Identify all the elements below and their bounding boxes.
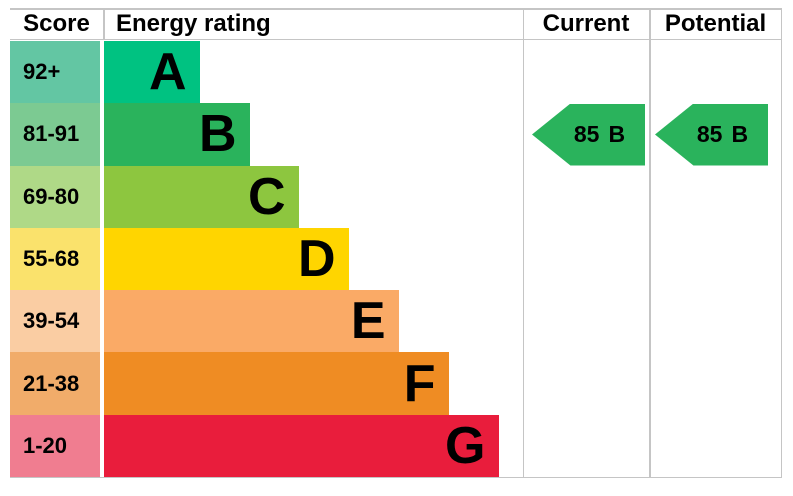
current-column-divider bbox=[522, 8, 525, 478]
band-letter: F bbox=[403, 354, 436, 413]
header-energy-rating: Energy rating bbox=[116, 9, 271, 37]
band-letter: B bbox=[198, 105, 237, 164]
band-letter: C bbox=[247, 167, 286, 226]
band-row-f: 21-38 F bbox=[10, 352, 782, 415]
header-potential: Potential bbox=[664, 9, 767, 37]
band-bar: C bbox=[103, 165, 299, 228]
band-bar: E bbox=[103, 290, 399, 353]
current-score-value: 85 bbox=[573, 121, 600, 147]
current-band-letter: B bbox=[608, 121, 626, 147]
header-current: Current bbox=[542, 9, 630, 37]
band-letter: G bbox=[445, 416, 486, 475]
table-bottom-border bbox=[10, 476, 782, 479]
band-bar: D bbox=[103, 227, 349, 291]
band-letter: D bbox=[297, 230, 336, 289]
band-score-range: 81-91 bbox=[10, 103, 100, 166]
potential-score-value: 85 bbox=[696, 121, 723, 147]
header-bottom-border bbox=[10, 38, 782, 41]
band-row-d: 55-68 D bbox=[10, 227, 782, 291]
potential-column-divider bbox=[649, 8, 651, 478]
score-column-divider bbox=[103, 8, 105, 39]
band-score-range: 55-68 bbox=[10, 227, 100, 291]
table-top-border bbox=[10, 8, 782, 10]
band-score-range: 39-54 bbox=[10, 290, 100, 353]
band-score-range: 1-20 bbox=[10, 414, 100, 478]
band-bar: B bbox=[103, 103, 250, 166]
band-letter: A bbox=[148, 43, 187, 102]
band-row-g: 1-20 G bbox=[10, 414, 782, 478]
band-bar: G bbox=[103, 414, 499, 478]
band-bar: A bbox=[103, 41, 200, 104]
band-row-c: 69-80 C bbox=[10, 165, 782, 228]
band-score-range: 92+ bbox=[10, 41, 100, 104]
band-bar: F bbox=[103, 352, 449, 415]
band-row-a: 92+ A bbox=[10, 41, 782, 104]
band-row-b: 81-91 B bbox=[10, 103, 782, 166]
band-letter: E bbox=[350, 292, 386, 351]
band-row-e: 39-54 E bbox=[10, 290, 782, 353]
band-score-range: 21-38 bbox=[10, 352, 100, 415]
band-score-range: 69-80 bbox=[10, 165, 100, 228]
rating-bands: 92+ A 81-91 B 69-80 C 55-68 D 39-54 E 21… bbox=[10, 41, 782, 478]
potential-band-letter: B bbox=[731, 121, 749, 147]
header-score: Score bbox=[23, 9, 90, 37]
table-right-border bbox=[780, 8, 783, 478]
